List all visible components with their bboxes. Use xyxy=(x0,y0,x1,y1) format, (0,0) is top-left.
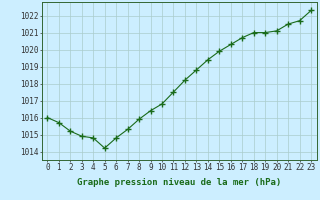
X-axis label: Graphe pression niveau de la mer (hPa): Graphe pression niveau de la mer (hPa) xyxy=(77,178,281,187)
